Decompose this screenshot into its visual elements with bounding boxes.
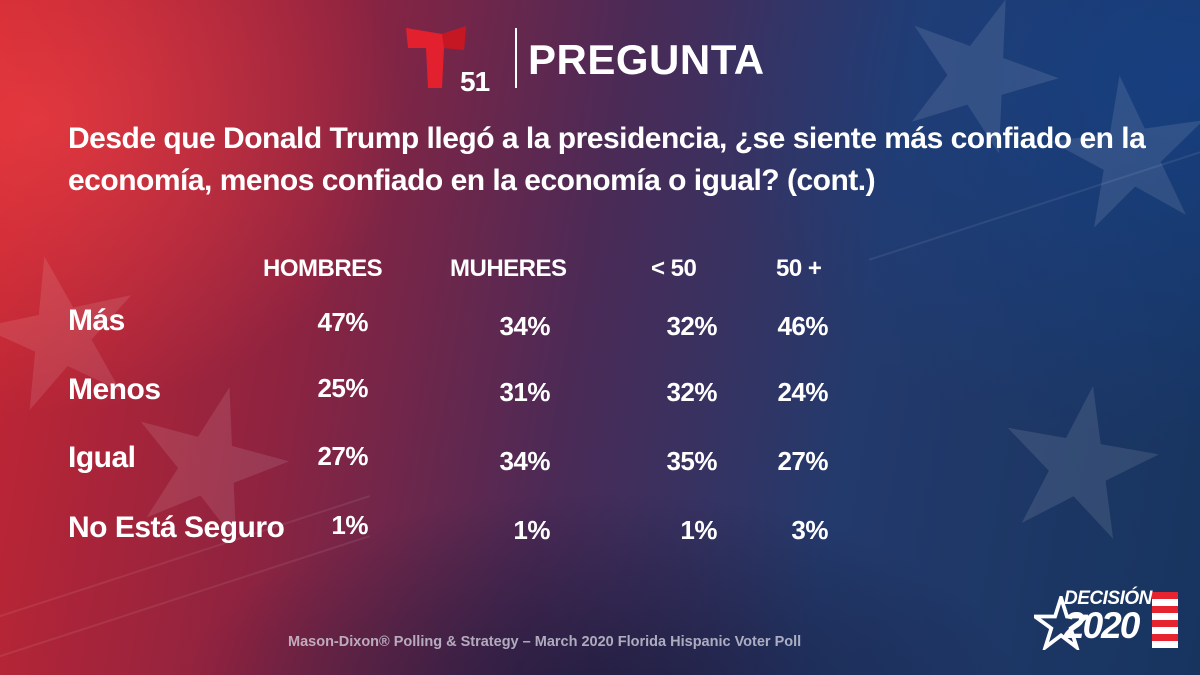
row-label-igual: Igual [68, 441, 136, 474]
cell-igual-under-50: 35% [666, 446, 717, 476]
cell-igual-50-plus: 27% [777, 446, 828, 476]
badge-title: DECISIÓN [1064, 588, 1152, 609]
background-star-icon [911, 0, 1059, 154]
header-divider [515, 28, 517, 88]
cell-igual-hombres: 27% [317, 441, 368, 471]
row-label-mas: Más [68, 304, 125, 337]
cell-igual-muheres: 34% [499, 446, 550, 476]
background-star-icon [140, 387, 290, 542]
row-label-no-esta-seguro: No Está Seguro [68, 511, 285, 544]
cell-mas-hombres: 47% [317, 307, 368, 337]
background-star-icon [1007, 385, 1159, 539]
cell-no-esta-seguro-under-50: 1% [680, 515, 717, 545]
cell-menos-hombres: 25% [317, 373, 368, 403]
row-label-menos: Menos [68, 373, 161, 406]
decision-2020-badge: DECISIÓN 2020 [1034, 588, 1178, 650]
cell-menos-muheres: 31% [499, 377, 550, 407]
cell-menos-50-plus: 24% [777, 377, 828, 407]
column-header-under-50: < 50 [651, 255, 697, 282]
column-header-muheres: MUHERES [450, 255, 567, 282]
cell-mas-muheres: 34% [499, 311, 550, 341]
flag-stripes-icon [1152, 592, 1178, 648]
cell-no-esta-seguro-50-plus: 3% [791, 515, 828, 545]
poll-question: Desde que Donald Trump llegó a la presid… [68, 122, 1146, 197]
star-icon [1034, 596, 1088, 650]
background-star-icon [1051, 75, 1200, 228]
page-title: PREGUNTA [528, 36, 765, 83]
cell-mas-under-50: 32% [666, 311, 717, 341]
logo-number: 51 [460, 66, 490, 97]
telemundo-t-icon [406, 26, 466, 88]
column-header-50-plus: 50 + [776, 255, 822, 282]
badge-year: 2020 [1064, 605, 1140, 646]
background-star-icon [0, 256, 132, 411]
telemundo-51-logo: 51 [404, 24, 502, 96]
cell-no-esta-seguro-hombres: 1% [331, 510, 368, 540]
column-header-hombres: HOMBRES [263, 255, 383, 282]
cell-no-esta-seguro-muheres: 1% [513, 515, 550, 545]
cell-menos-under-50: 32% [666, 377, 717, 407]
poll-source: Mason-Dixon® Polling & Strategy – March … [288, 634, 802, 650]
cell-mas-50-plus: 46% [777, 311, 828, 341]
